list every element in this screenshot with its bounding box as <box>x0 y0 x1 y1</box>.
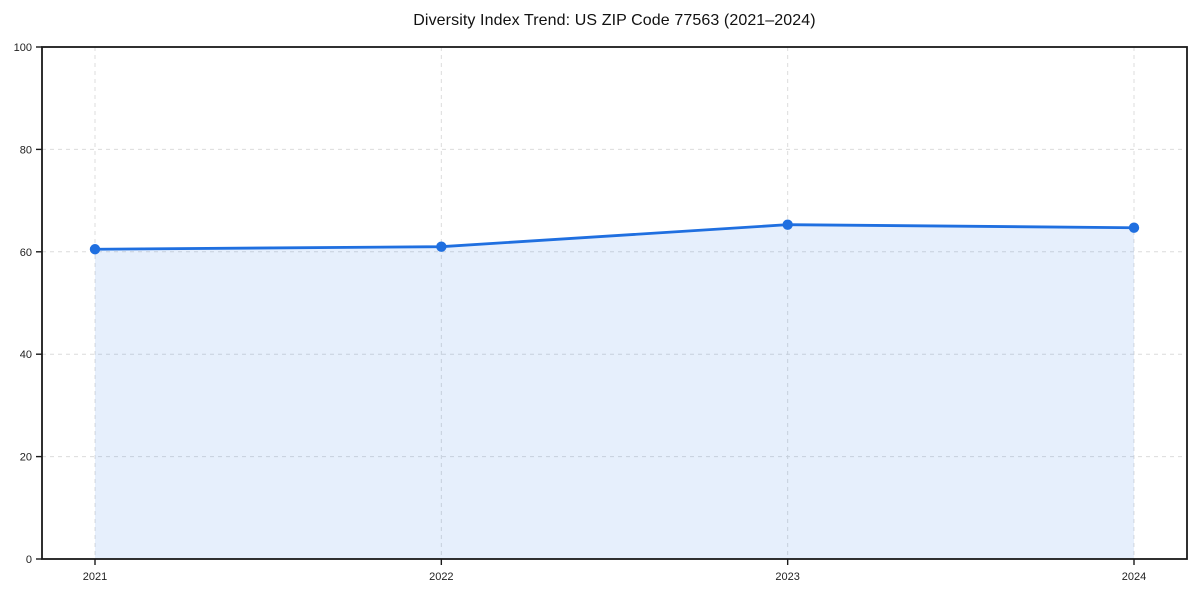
data-point-2023 <box>782 219 793 230</box>
y-tick-label-100: 100 <box>14 42 32 54</box>
y-tick-label-0: 0 <box>26 554 32 566</box>
trend-line <box>93 223 1136 251</box>
area-fill <box>95 224 1134 559</box>
data-point-2021 <box>89 244 101 255</box>
y-tick-label-40: 40 <box>20 349 32 361</box>
chart-title: Diversity Index Trend: US ZIP Code 77563… <box>413 12 816 29</box>
plot-frame <box>41 46 1188 560</box>
y-tick-label-60: 60 <box>20 247 32 259</box>
x-tick-label-2022: 2022 <box>429 571 453 583</box>
x-tick-label-2023: 2023 <box>775 571 799 583</box>
data-point-2024 <box>1128 222 1140 233</box>
y-tick-label-20: 20 <box>20 452 32 464</box>
x-tick-label-2024: 2024 <box>1122 571 1146 583</box>
x-tick-label-2021: 2021 <box>83 571 107 583</box>
y-tick-label-80: 80 <box>20 144 32 156</box>
data-point-2022 <box>436 241 447 252</box>
